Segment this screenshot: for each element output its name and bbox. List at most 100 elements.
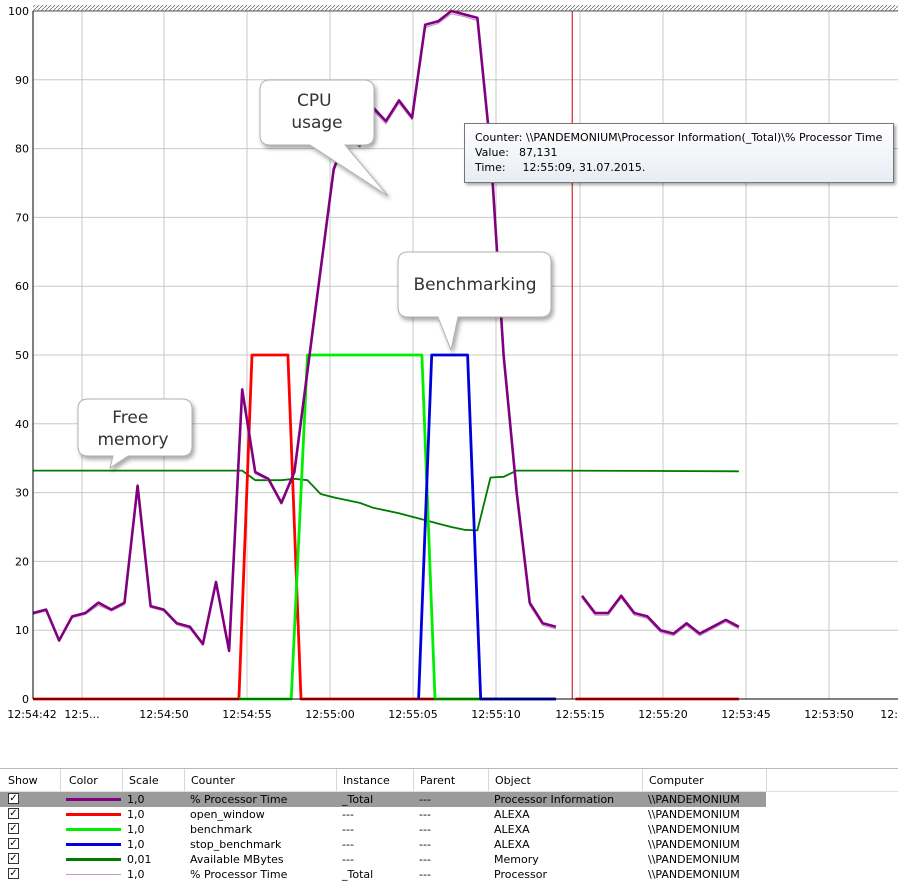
tooltip-time: 12:55:09, 31.07.2015. bbox=[522, 161, 646, 174]
instance-cell: --- bbox=[342, 838, 354, 851]
parent-cell: --- bbox=[419, 823, 431, 836]
show-checkbox[interactable]: ✓ bbox=[8, 838, 19, 849]
show-checkbox[interactable]: ✓ bbox=[8, 823, 19, 834]
cpu-callout-text: CPU usage bbox=[291, 91, 342, 133]
series-line--processor-time[interactable] bbox=[32, 9, 557, 653]
show-checkbox[interactable]: ✓ bbox=[8, 793, 19, 804]
y-tick-label: 30 bbox=[15, 487, 29, 500]
legend-header-color[interactable]: Color bbox=[69, 774, 98, 787]
parent-cell: --- bbox=[419, 853, 431, 866]
series-line-stop-benchmark[interactable] bbox=[417, 353, 556, 701]
computer-cell: \\PANDEMONIUM bbox=[648, 793, 740, 806]
object-cell: Processor bbox=[494, 868, 547, 881]
y-tick-label: 20 bbox=[15, 555, 29, 568]
object-cell: ALEXA bbox=[494, 823, 530, 836]
legend-header-divider[interactable] bbox=[488, 769, 489, 791]
object-cell: ALEXA bbox=[494, 838, 530, 851]
tooltip-counter-label: Counter: bbox=[475, 131, 523, 144]
x-tick-label: 12:53:45 bbox=[721, 708, 770, 721]
legend-header-scale[interactable]: Scale bbox=[129, 774, 159, 787]
computer-cell: \\PANDEMONIUM bbox=[648, 808, 740, 821]
x-tick-label: 12:54:50 bbox=[139, 708, 188, 721]
legend-header-object[interactable]: Object bbox=[495, 774, 531, 787]
y-tick-label: 90 bbox=[15, 74, 29, 87]
legend-header-divider[interactable] bbox=[336, 769, 337, 791]
y-tick-label: 60 bbox=[15, 280, 29, 293]
bench-callout-line-1: Benchmarking bbox=[413, 275, 536, 295]
legend-header-divider[interactable] bbox=[642, 769, 643, 791]
counter-legend-table: Show Color Scale Counter Instance Parent… bbox=[0, 768, 898, 888]
counter-cell: Available MBytes bbox=[190, 853, 284, 866]
x-tick-label: 12:55:15 bbox=[555, 708, 604, 721]
y-tick-label: 70 bbox=[15, 211, 29, 224]
counter-cell: % Processor Time bbox=[190, 793, 288, 806]
x-tick-label: 12:54:55 bbox=[222, 708, 271, 721]
bench-callout-bubble bbox=[397, 251, 552, 352]
legend-header-instance[interactable]: Instance bbox=[343, 774, 390, 787]
color-swatch bbox=[66, 828, 121, 831]
x-tick-label: 12:55:20 bbox=[638, 708, 687, 721]
legend-header-divider[interactable] bbox=[766, 769, 767, 791]
legend-header-parent[interactable]: Parent bbox=[420, 774, 456, 787]
series-line--processor-time[interactable] bbox=[581, 597, 740, 637]
parent-cell: --- bbox=[419, 808, 431, 821]
free-memory-callout bbox=[77, 398, 193, 470]
x-tick-label: 12:55:00 bbox=[305, 708, 354, 721]
instance-cell: _Total bbox=[342, 868, 374, 881]
legend-header-divider[interactable] bbox=[184, 769, 185, 791]
instance-cell: _Total bbox=[342, 793, 374, 806]
counter-cell: open_window bbox=[190, 808, 265, 821]
show-checkbox[interactable]: ✓ bbox=[8, 853, 19, 864]
legend-row[interactable]: ✓ 0,01 Available MBytes --- --- Memory \\PANDE… bbox=[0, 852, 898, 867]
color-swatch bbox=[66, 798, 121, 801]
cpu-callout-bubble bbox=[259, 79, 389, 197]
parent-cell: --- bbox=[419, 838, 431, 851]
scale-cell: 1,0 bbox=[127, 838, 145, 851]
show-checkbox[interactable]: ✓ bbox=[8, 808, 19, 819]
instance-cell: --- bbox=[342, 823, 354, 836]
legend-row[interactable]: ✓ 1,0 open_window --- --- ALEXA \\PANDEMONIUM bbox=[0, 807, 898, 822]
object-cell: Memory bbox=[494, 853, 539, 866]
legend-row[interactable]: ✓ 1,0 benchmark --- --- ALEXA \\PANDEMONIUM bbox=[0, 822, 898, 837]
mem-callout-line-2: memory bbox=[97, 430, 168, 450]
show-checkbox[interactable]: ✓ bbox=[8, 868, 19, 879]
computer-cell: \\PANDEMONIUM bbox=[648, 853, 740, 866]
computer-cell: \\PANDEMONIUM bbox=[648, 838, 740, 851]
object-cell: Processor Information bbox=[494, 793, 615, 806]
scale-cell: 1,0 bbox=[127, 823, 145, 836]
parent-cell: --- bbox=[419, 868, 431, 881]
legend-header-show[interactable]: Show bbox=[8, 774, 38, 787]
performance-chart[interactable]: 0 10 20 30 40 50 60 70 80 90 100 12:54:42 12:5... 12:… bbox=[0, 0, 898, 760]
instance-cell: --- bbox=[342, 808, 354, 821]
tooltip-value-label: Value: bbox=[475, 146, 509, 159]
legend-header-divider[interactable] bbox=[413, 769, 414, 791]
object-cell: ALEXA bbox=[494, 808, 530, 821]
y-tick-label: 80 bbox=[15, 143, 29, 156]
color-swatch bbox=[66, 858, 121, 861]
tooltip-value: 87,131 bbox=[519, 146, 558, 159]
color-swatch bbox=[66, 813, 121, 816]
legend-header-divider[interactable] bbox=[60, 769, 61, 791]
x-tick-label: 12:5... bbox=[64, 708, 99, 721]
series-line--processor-time[interactable] bbox=[580, 594, 740, 635]
legend-row[interactable]: ✓ 1,0 % Processor Time _Total --- Processor \\… bbox=[0, 867, 898, 882]
x-tick-label: 12:53:50 bbox=[804, 708, 853, 721]
legend-header-row: Show Color Scale Counter Instance Parent… bbox=[0, 768, 898, 792]
legend-row[interactable]: ✓ 1,0 % Processor Time _Total --- Processor I… bbox=[0, 792, 766, 807]
scale-cell: 1,0 bbox=[127, 808, 145, 821]
tooltip-counter-row: Counter: \\PANDEMONIUM\Processor Informa… bbox=[475, 130, 893, 145]
legend-header-divider[interactable] bbox=[122, 769, 123, 791]
computer-cell: \\PANDEMONIUM bbox=[648, 868, 740, 881]
x-tick-label: 12:55:10 bbox=[471, 708, 520, 721]
color-swatch bbox=[66, 874, 121, 875]
y-tick-label: 40 bbox=[15, 418, 29, 431]
legend-header-counter[interactable]: Counter bbox=[191, 774, 235, 787]
scale-cell: 1,0 bbox=[127, 868, 145, 881]
benchmarking-callout bbox=[397, 251, 552, 352]
legend-header-computer[interactable]: Computer bbox=[649, 774, 704, 787]
legend-row[interactable]: ✓ 1,0 stop_benchmark --- --- ALEXA \\PANDEMONI… bbox=[0, 837, 898, 852]
mem-callout-line-1: Free bbox=[112, 408, 148, 428]
tooltip-time-label: Time: bbox=[475, 161, 506, 174]
x-tick-label: 12:54:42 bbox=[7, 708, 56, 721]
mem-callout-bubble bbox=[77, 398, 193, 470]
